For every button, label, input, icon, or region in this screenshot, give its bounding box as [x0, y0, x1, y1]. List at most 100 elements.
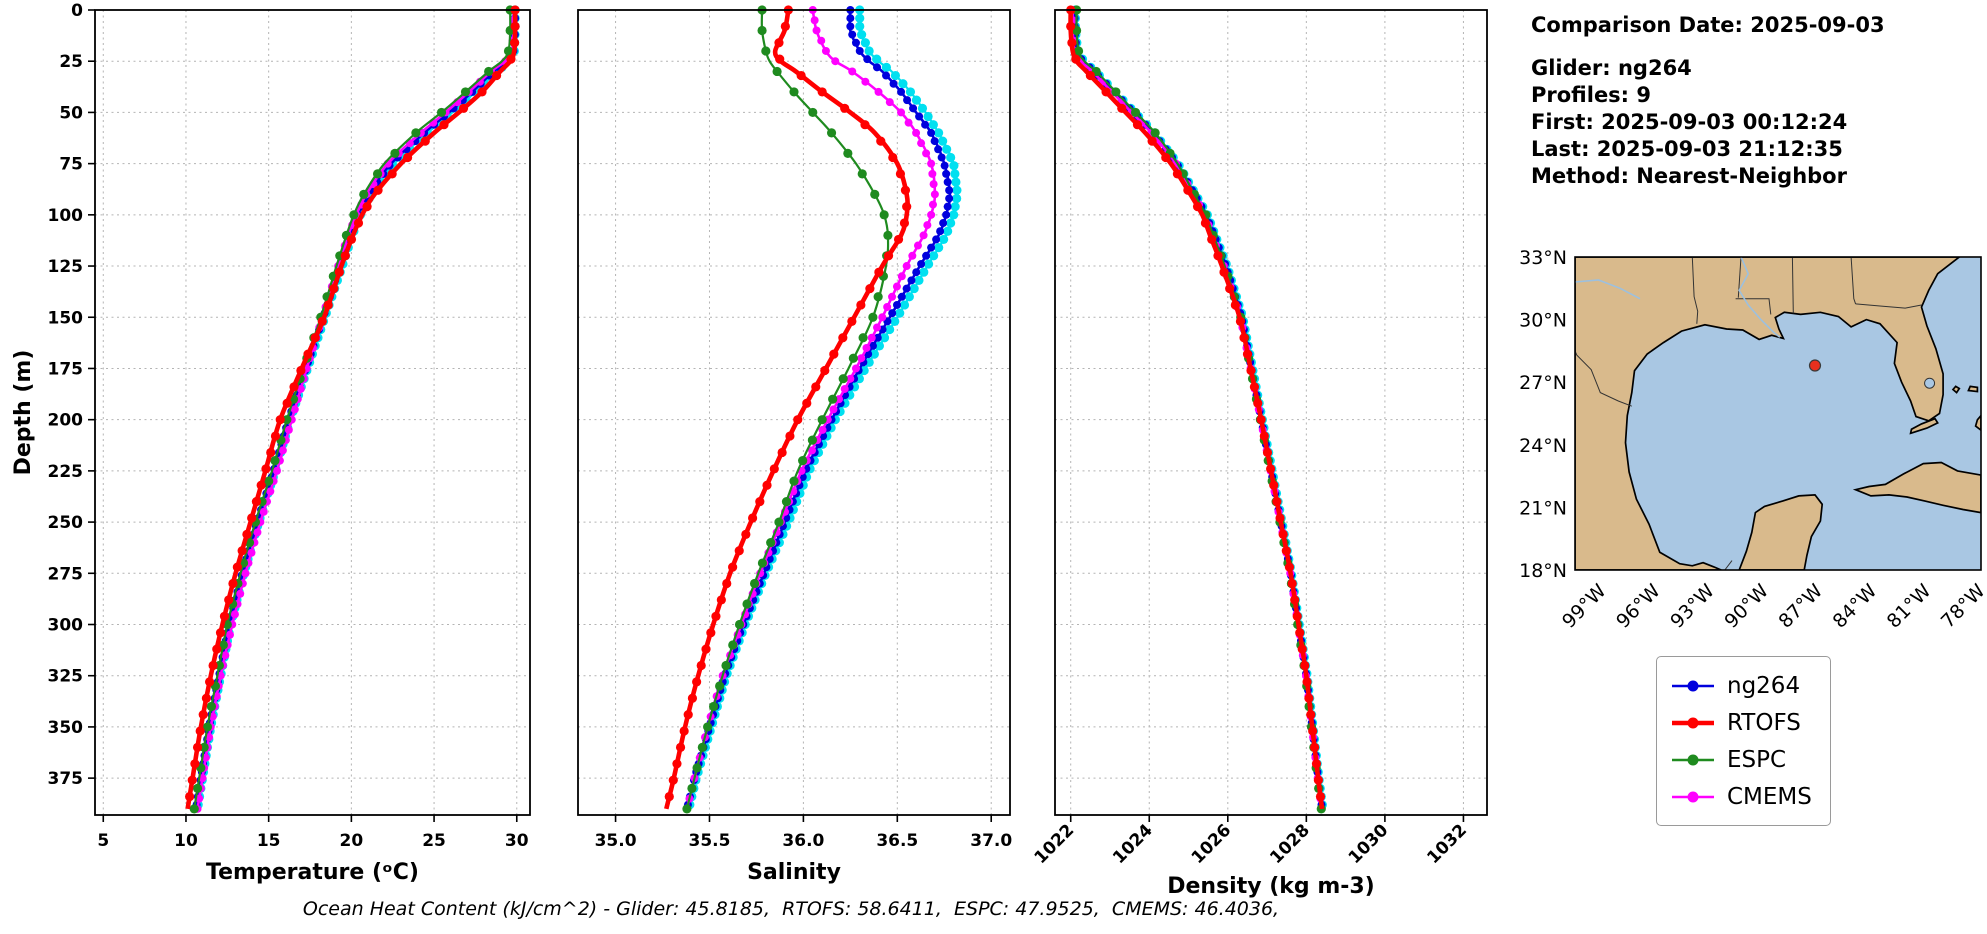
svg-text:125: 125 [48, 257, 84, 277]
lake-0 [1924, 377, 1936, 389]
temperature-axis-label: Temperature (ᵒC) [206, 860, 419, 885]
legend-label-RTOFS: RTOFS [1727, 709, 1801, 736]
border-line-0 [1691, 257, 1699, 324]
info-glider: Glider: ng264 [1531, 56, 1692, 80]
legend-label-CMEMS: CMEMS [1727, 783, 1812, 810]
svg-text:0: 0 [71, 1, 83, 21]
series-RTOFS-markers [1066, 5, 1326, 802]
svg-text:10: 10 [174, 831, 198, 851]
lon-label-99°W: 99°W [1558, 580, 1611, 633]
series-glider-profiles-line [1074, 9, 1324, 810]
svg-text:36.5: 36.5 [876, 831, 918, 851]
border-line-1 [1791, 257, 1794, 314]
svg-text:1032: 1032 [1423, 820, 1471, 868]
salinity-axis-label: Salinity [747, 860, 841, 885]
temperature-panel: 5 10 15 20 25 30 Temperature (ᵒC) 0 25 50 75 100 125… [11, 1, 531, 885]
svg-text:5: 5 [97, 831, 109, 851]
series-RTOFS-markers [664, 5, 912, 802]
svg-text:15: 15 [257, 831, 281, 851]
svg-text:175: 175 [48, 359, 84, 379]
series-CMEMS-line [1071, 9, 1323, 810]
svg-text:35.5: 35.5 [689, 831, 731, 851]
series-glider-profiles-markers [685, 5, 962, 810]
legend-item-CMEMS: CMEMS [1669, 778, 1812, 815]
svg-text:350: 350 [48, 718, 84, 738]
svg-text:325: 325 [48, 667, 84, 687]
density-axis-label: Density (kg m-3) [1167, 874, 1375, 899]
border-line-2 [1850, 257, 1857, 305]
series-glider-profiles-markers [193, 5, 520, 810]
series-ESPC-line [1075, 9, 1323, 810]
series-RTOFS-line [664, 9, 910, 810]
depth-axis-label: Depth (m) [11, 350, 36, 476]
lat-label-27°N: 27°N [1519, 372, 1567, 394]
legend-item-RTOFS: RTOFS [1669, 704, 1812, 741]
legend-marker-CMEMS [1672, 791, 1714, 802]
legend: ng264 RTOFS ESPC CMEMS [1656, 656, 1831, 826]
lat-label-30°N: 30°N [1519, 310, 1567, 332]
series-CMEMS-markers [1068, 6, 1326, 813]
series-RTOFS-markers [185, 5, 520, 802]
glider-location-marker [1808, 359, 1822, 372]
land-cuba [1852, 461, 1981, 514]
legend-rows: ng264 RTOFS ESPC CMEMS [1669, 667, 1812, 815]
series-ng264-markers [192, 6, 520, 809]
lat-label-18°N: 18°N [1519, 560, 1567, 582]
info-method: Method: Nearest-Neighbor [1531, 164, 1847, 188]
svg-text:275: 275 [48, 564, 84, 584]
svg-text:20: 20 [340, 831, 364, 851]
land-florida_keys [1909, 417, 1939, 435]
svg-text:37.0: 37.0 [970, 831, 1012, 851]
map-frame [1574, 256, 1982, 571]
info-gap [1531, 39, 1885, 55]
svg-text:1024: 1024 [1109, 820, 1157, 868]
lon-label-78°W: 78°W [1937, 580, 1987, 633]
lat-label-33°N: 33°N [1519, 250, 1567, 269]
legend-marker-ESPC [1672, 754, 1714, 765]
legend-item-ng264: ng264 [1669, 667, 1812, 704]
legend-item-ESPC: ESPC [1669, 741, 1812, 778]
series-glider-profiles-line [196, 9, 517, 810]
land-islet_2 [1951, 385, 1961, 394]
info-profiles: Profiles: 9 [1531, 83, 1652, 107]
svg-text:35.0: 35.0 [595, 831, 637, 851]
info-first: First: 2025-09-03 00:12:24 [1531, 110, 1848, 134]
series-CMEMS-markers [193, 6, 518, 813]
series-RTOFS-line [1068, 9, 1325, 810]
svg-text:75: 75 [59, 155, 83, 175]
svg-text:36.0: 36.0 [782, 831, 824, 851]
info-block: Comparison Date: 2025-09-03 Glider: ng26… [1531, 12, 1885, 190]
border-line-3 [1855, 303, 1922, 309]
ohc-caption: Ocean Heat Content (kJ/cm^2) - Glider: 4… [302, 898, 1280, 920]
info-last: Last: 2025-09-03 21:12:35 [1531, 137, 1843, 161]
series-CMEMS-line [196, 9, 515, 810]
land-islet_1 [1967, 385, 1979, 393]
series-ESPC-line [193, 9, 512, 810]
svg-text:1030: 1030 [1345, 820, 1393, 868]
svg-text:30: 30 [505, 831, 529, 851]
svg-text:150: 150 [48, 308, 84, 328]
lon-label-87°W: 87°W [1774, 580, 1827, 633]
series-ng264-markers [1070, 6, 1326, 809]
svg-text:50: 50 [59, 103, 83, 123]
series-ng264-line [1073, 9, 1324, 810]
legend-marker-RTOFS [1672, 717, 1714, 728]
svg-text:250: 250 [48, 513, 84, 533]
svg-text:1028: 1028 [1266, 820, 1314, 868]
svg-text:25: 25 [422, 831, 446, 851]
river-0 [1738, 257, 1781, 338]
border-line-7 [1724, 560, 1733, 570]
series-ESPC-markers [1072, 5, 1326, 814]
land-mainland [1575, 257, 1961, 570]
lon-label-96°W: 96°W [1612, 580, 1665, 633]
svg-text:200: 200 [48, 411, 84, 431]
land-islet_3 [1974, 414, 1981, 432]
lon-label-81°W: 81°W [1883, 580, 1936, 633]
salinity-panel: 35.0 35.5 36.0 36.5 37.0 Salinity [577, 5, 1012, 885]
info-comparison-date: Comparison Date: 2025-09-03 [1531, 13, 1885, 37]
border-line-6 [1575, 350, 1632, 407]
svg-text:25: 25 [59, 52, 83, 72]
series-ESPC-markers [189, 5, 515, 814]
gulf-of-mexico-map: 33°N 30°N 27°N 24°N 21°N 18°N99°W 96°W 93°W 90°W… [1519, 250, 1987, 633]
